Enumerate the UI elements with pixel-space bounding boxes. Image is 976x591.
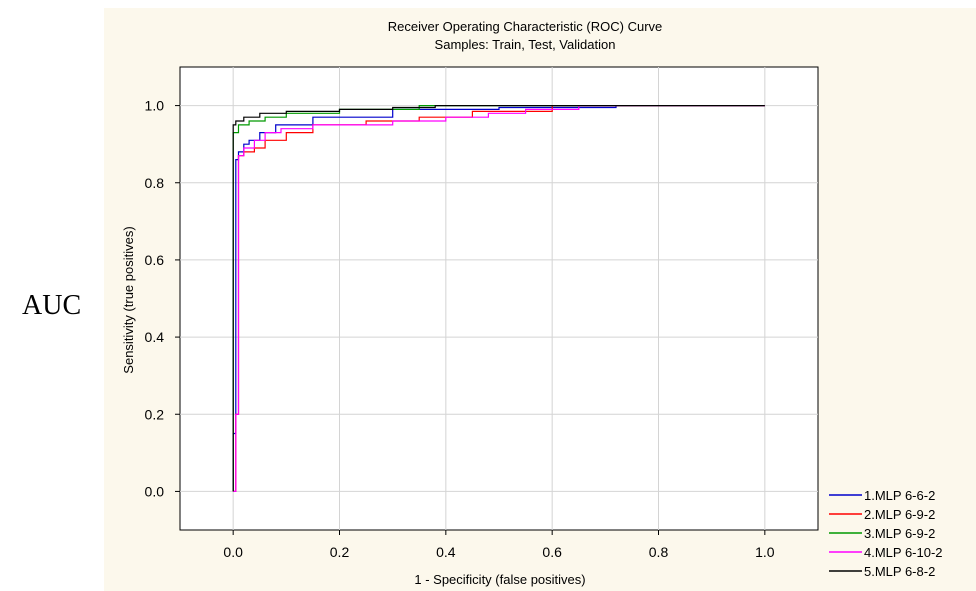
series-line-4 [233,105,765,492]
legend-label-3: 3.MLP 6-9-2 [864,526,935,541]
y-axis-title: Sensitivity (true positives) [121,226,136,373]
y-tick-label: 0.2 [145,406,165,422]
y-tick-label: 1.0 [145,98,165,114]
plot-area [179,66,819,531]
series-line-5 [232,105,765,492]
x-axis-title: 1 - Specificity (false positives) [414,572,585,587]
x-tick-label: 0.0 [223,544,243,560]
legend-label-5: 5.MLP 6-8-2 [864,564,935,579]
series-lines [232,105,765,492]
chart-subtitle: Samples: Train, Test, Validation [435,37,616,52]
x-tick-label: 0.6 [542,544,562,560]
y-tick-label: 0.0 [145,483,165,499]
y-tick-label: 0.4 [145,329,165,345]
legend-label-1: 1.MLP 6-6-2 [864,488,935,503]
legend: 1.MLP 6-6-2 2.MLP 6-9-2 3.MLP 6-9-2 4.MLP 6… [829,488,943,579]
x-tick-label: 0.8 [649,544,669,560]
auc-side-label: AUC [22,290,82,321]
legend-label-2: 2.MLP 6-9-2 [864,507,935,522]
chart-title: Receiver Operating Characteristic (ROC) … [388,19,663,34]
x-tick-label: 1.0 [755,544,775,560]
y-tick-label: 0.8 [145,175,165,191]
series-line-1 [232,105,765,492]
y-tick-label: 0.6 [145,252,165,268]
legend-label-4: 4.MLP 6-10-2 [864,545,943,560]
x-tick-label: 0.4 [436,544,456,560]
x-tick-label: 0.2 [330,544,350,560]
ticks: 0.0 0.2 0.4 0.6 0.8 1.0 0.0 0.2 0.4 0.6 0.8 1.0 [145,98,775,560]
